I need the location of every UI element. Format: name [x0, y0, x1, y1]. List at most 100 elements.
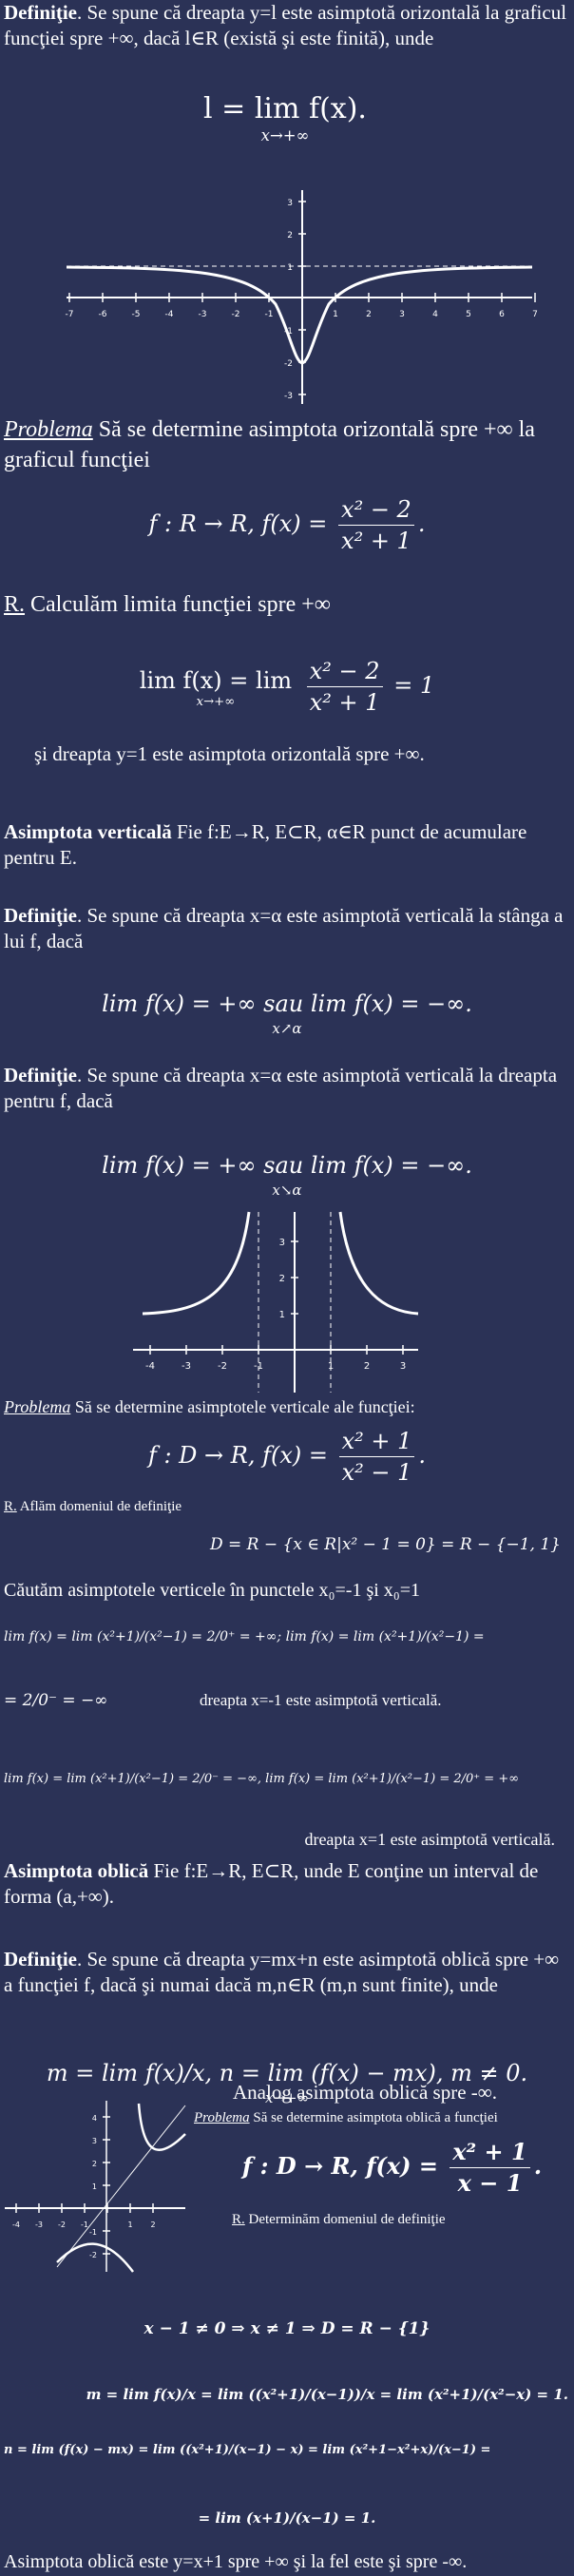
- axis-tick-label: -4: [165, 310, 174, 319]
- axis-tick-label: 3: [399, 310, 405, 319]
- section-label: Asimptota oblică: [4, 1859, 149, 1882]
- solution-3: R. Determinăm domeniul de definiţie: [228, 2210, 574, 2229]
- axis-tick-label: -1: [284, 327, 293, 336]
- problem-text: Să se determine asimptota oblică a funcţ…: [249, 2110, 498, 2125]
- axis-tick-label: 2: [150, 2220, 155, 2229]
- formula-oblique: m = lim f(x)/x, n = lim (f(x) − mx), m ≠…: [0, 2058, 574, 2107]
- solution-label: R.: [232, 2212, 245, 2227]
- axis-tick-label: -2: [284, 359, 293, 369]
- solution-label: R.: [4, 1499, 17, 1514]
- formula-limit-l: l = lim f(x). x→+∞: [0, 90, 574, 144]
- definition-vertical-left: Definiţie. Se spune că dreapta x=α este …: [0, 903, 574, 954]
- axis-tick-label: 3: [279, 1238, 285, 1248]
- axis-tick-label: 3: [287, 199, 293, 208]
- axis-tick-label: -4: [145, 1361, 155, 1372]
- axis-tick-label: 2: [279, 1274, 285, 1284]
- fraction-numerator: x² + 1: [450, 2137, 530, 2168]
- problem-3: Problema Să se determine asimptota oblic…: [190, 2108, 574, 2127]
- axis-tick-label: 1: [92, 2182, 97, 2191]
- solution-2-limits-1: lim f(x) = lim (x²+1)/(x²−1) = 2/0⁺ = +∞…: [4, 1629, 485, 1644]
- function-definition: f : D → R, f(x) =: [147, 1442, 328, 1469]
- fraction-numerator: x² + 1: [338, 1426, 415, 1457]
- fraction-denominator: x² + 1: [341, 528, 411, 554]
- function-definition: f : D → R, f(x) =: [242, 2152, 438, 2180]
- axis-tick-label: -3: [199, 310, 207, 319]
- oblique-asymptote-intro: Asimptota oblică Fie f:E→R, E⊂R, unde E …: [0, 1858, 574, 1910]
- axis-tick-label: -7: [66, 310, 74, 319]
- function-tail: .: [533, 2152, 543, 2180]
- axis-tick-label: 2: [92, 2160, 97, 2168]
- definition-label: Definiţie: [4, 904, 77, 927]
- limit-result: = 1: [393, 672, 435, 699]
- axis-tick-label: -2: [89, 2251, 97, 2259]
- function-tail: .: [418, 1442, 427, 1469]
- axis-tick-label: 1: [333, 310, 338, 319]
- section-text: Fie f:E→R, E⊂R, unde E conţine un interv…: [4, 1859, 539, 1908]
- definition-horizontal: Definiţie. Se spune că dreapta y=l este …: [0, 0, 574, 51]
- axis-tick-label: -3: [35, 2220, 43, 2229]
- function-definition: f : R → R, f(x) =: [148, 510, 328, 537]
- solution-2-limits-1b: = 2/0⁻ = −∞ dreapta x=-1 este asimptotă …: [0, 1690, 574, 1711]
- axis-tick-label: 2: [287, 231, 293, 240]
- problem-2-function: f : D → R, f(x) = x² + 1 x² − 1.: [0, 1426, 574, 1488]
- axis-tick-label: -1: [254, 1361, 263, 1372]
- definition-text: . Se spune că dreapta y=l este asimptotă…: [4, 1, 567, 49]
- axis-tick-label: -3: [284, 392, 293, 401]
- axis-tick-label: 5: [466, 310, 471, 319]
- definition-text: . Se spune că dreapta x=α este asimptotă…: [4, 904, 564, 952]
- solution-1: R. Calculăm limita funcţiei spre +∞: [0, 589, 574, 620]
- axis-tick-label: 1: [287, 263, 293, 273]
- formula-text: lim f(x) = +∞ sau lim f(x) = −∞.: [102, 1152, 472, 1179]
- axis-tick-label: -2: [232, 310, 240, 319]
- solution-2-limits-2: lim f(x) = lim (x²+1)/(x²−1) = 2/0⁻ = −∞…: [4, 1772, 520, 1786]
- axis-tick-label: -1: [89, 2228, 97, 2237]
- solution-label: R.: [4, 592, 26, 617]
- conclusion-text: dreapta x=-1 este asimptotă verticală.: [200, 1691, 442, 1709]
- limit-subscript: x→+∞: [196, 694, 236, 709]
- solution-2-conclusion-2: dreapta x=1 este asimptotă verticală.: [304, 1830, 555, 1849]
- problem-label: Problema: [194, 2110, 250, 2125]
- fraction-denominator: x − 1: [457, 2169, 523, 2197]
- axis-tick-label: 7: [532, 310, 538, 319]
- formula-text: lim f(x) = +∞ sau lim f(x) = −∞.: [102, 990, 472, 1017]
- axis-tick-label: 1: [127, 2220, 132, 2229]
- fraction-numerator: x² − 2: [306, 656, 383, 687]
- solution-1-conclusion: şi dreapta y=1 este asimptota orizontală…: [34, 742, 425, 765]
- axis-tick-label: -1: [265, 310, 274, 319]
- axis-tick-label: -2: [218, 1361, 227, 1372]
- solution-text: Determinăm domeniul de definiţie: [244, 2212, 446, 2227]
- definition-oblique: Definiţie. Se spune că dreapta y=mx+n es…: [0, 1947, 574, 1998]
- definition-label: Definiţie: [4, 1, 77, 24]
- fraction-denominator: x² − 1: [341, 1459, 412, 1486]
- formula-text: m = lim f(x)/x, n = lim (f(x) − mx), m ≠…: [46, 2060, 528, 2086]
- axis-tick-label: -6: [99, 310, 107, 319]
- definition-label: Definiţie: [4, 1064, 77, 1086]
- formula-subscript: x→+∞: [260, 126, 310, 144]
- axis-tick-label: 2: [364, 1361, 370, 1372]
- axis-tick-label: -2: [58, 2220, 66, 2229]
- problem-2: Problema Să se determine asimptotele ver…: [0, 1395, 574, 1418]
- axis-tick-label: -1: [81, 2220, 88, 2229]
- fraction-denominator: x² + 1: [309, 689, 380, 716]
- axis-tick-label: -3: [182, 1361, 191, 1372]
- graph-horizontal-asymptote: -7 -6 -5 -4 -3 -2 -1 1 2 3 4 5 6 7 3 2 1 -1 -2 -3: [66, 190, 538, 404]
- solution-2-domain: D = R − {x ∈ R|x² − 1 = 0} = R − {−1, 1}: [209, 1535, 561, 1554]
- axis-tick-label: -5: [132, 310, 141, 319]
- problem-label: Problema: [4, 417, 93, 442]
- graph-oblique-asymptote: -4 -3 -2 -1 1 2 4 3 2 1 -1 -2: [5, 2101, 186, 2273]
- axis-tick-label: 4: [432, 310, 438, 319]
- axis-tick-label: 4: [92, 2114, 97, 2123]
- formula-subscript: x→+∞: [264, 2089, 310, 2106]
- formula-subscript: x↘α: [272, 1182, 302, 1199]
- solution-1-limit: lim f(x) = lim x→+∞ x² − 2 x² + 1 = 1: [0, 656, 574, 718]
- solution-3-n2: = lim (x+1)/(x−1) = 1.: [198, 2509, 376, 2527]
- fraction-numerator: x² − 2: [338, 494, 414, 526]
- function-tail: .: [417, 510, 426, 537]
- axis-tick-label: 1: [279, 1310, 285, 1320]
- axis-tick-label: 6: [499, 310, 505, 319]
- solution-2: R. Aflăm domeniul de definiţie: [0, 1497, 574, 1516]
- limit-text: lim f(x) = lim: [139, 666, 293, 694]
- final-conclusion: Asimptota oblică este y=x+1 spre +∞ şi l…: [4, 2551, 468, 2572]
- solution-3-m: m = lim f(x)/x = lim ((x²+1)/(x−1))/x = …: [86, 2386, 568, 2403]
- graph-vertical-asymptotes: -4 -3 -2 -1 1 2 3 3 2 1: [133, 1211, 419, 1393]
